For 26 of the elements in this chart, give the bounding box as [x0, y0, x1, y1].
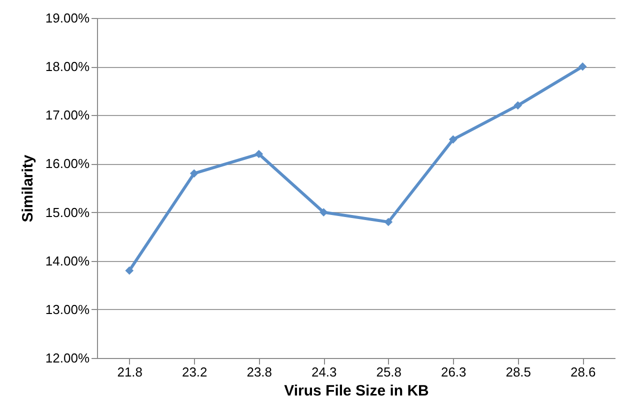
y-tick-label: 13.00%	[45, 302, 90, 317]
x-tick-label: 25.8	[376, 364, 402, 380]
point	[384, 218, 393, 226]
x-tick-label: 28.5	[506, 364, 532, 380]
x-tick-label: 23.8	[246, 364, 272, 380]
x-tick-label: 28.6	[570, 364, 596, 380]
point	[190, 169, 198, 178]
point	[125, 266, 134, 275]
x-tick-label: 23.2	[182, 364, 208, 380]
y-tick-label: 14.00%	[45, 253, 90, 268]
x-tick-label: 21.8	[117, 364, 143, 380]
x-tick-label: 26.3	[440, 364, 466, 380]
point	[254, 150, 264, 158]
x-tick-label: 24.3	[311, 364, 337, 380]
y-tick-label: 12.00%	[45, 350, 90, 366]
point	[578, 62, 587, 71]
y-tick-label: 17.00%	[45, 108, 90, 123]
point	[514, 101, 522, 110]
y-tick-label: 19.00%	[45, 10, 90, 26]
x-axis-title: Virus File Size in KB	[284, 382, 430, 400]
y-axis-title: Similarity	[19, 154, 36, 222]
point	[448, 135, 458, 144]
point	[319, 208, 328, 216]
y-tick-label: 16.00%	[45, 156, 90, 172]
y-tick-label: 18.00%	[45, 59, 90, 74]
y-tick-label: 15.00%	[45, 204, 90, 220]
